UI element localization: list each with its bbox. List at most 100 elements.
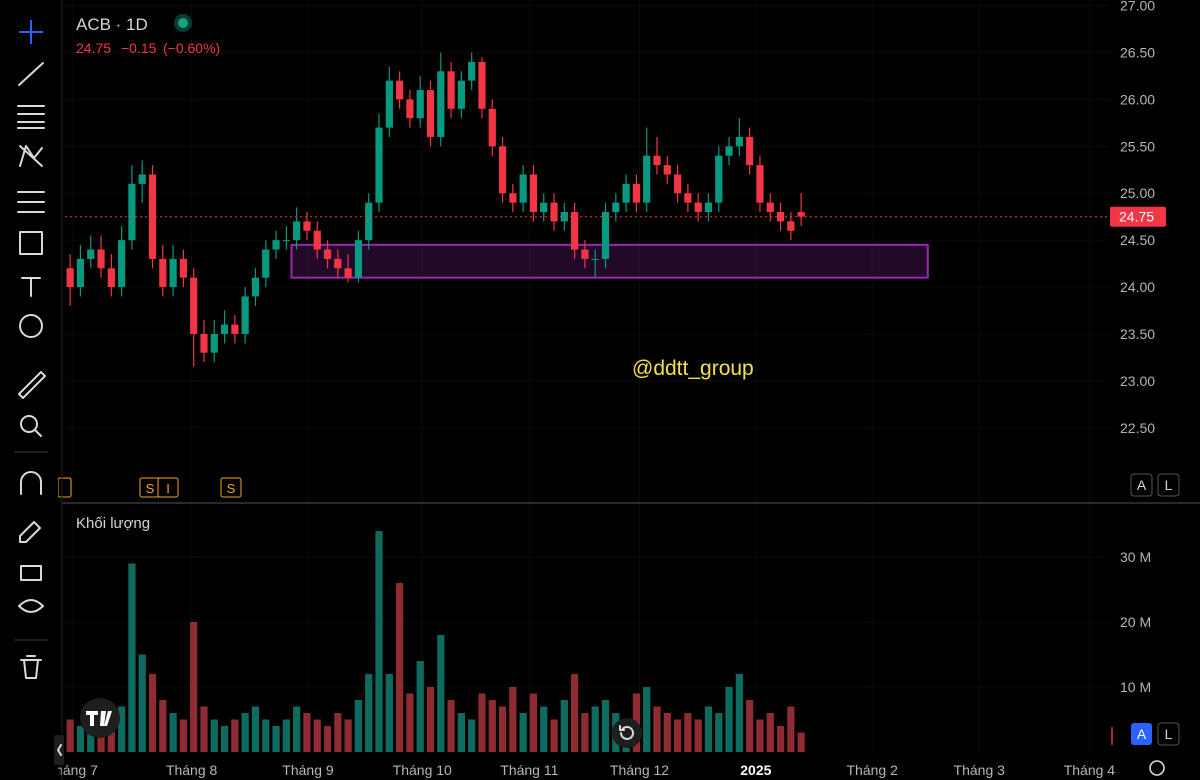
volume-bar [385,674,393,752]
volume-bar [396,583,404,752]
volume-bar [560,700,568,752]
toolbar-bg [0,0,58,780]
x-tick-label: 2025 [740,762,771,778]
status-dot-core [178,18,188,28]
volume-bar [220,726,229,752]
volume-bar [138,654,146,752]
candle-body [653,155,661,166]
volume-tick-label: 30 M [1120,549,1151,565]
candle-body [457,80,465,109]
auto-scale-button[interactable] [1131,723,1152,745]
candle-body [375,127,383,203]
pattern-tool[interactable] [19,145,43,167]
volume-bar [571,674,579,752]
candle-body [159,258,167,288]
volume-tick-label: 10 M [1120,679,1151,695]
candle-body [354,240,363,278]
candle-body [179,258,188,278]
candle-body [241,296,249,334]
y-tick-label: 25.00 [1120,185,1155,201]
volume-bar [190,622,198,752]
last-price-label: 24.75 [1119,209,1154,225]
candle-body [272,240,280,250]
candle-body [684,193,692,203]
visibility-tool[interactable] [18,599,44,613]
event-marker[interactable] [220,477,242,498]
log-scale-label[interactable]: L [1165,477,1173,493]
candle-body [251,277,260,297]
lock-tool[interactable] [20,565,42,581]
draw-lock-tool[interactable] [19,521,41,543]
quote-price: 24.75 [76,40,111,56]
volume-bar [303,713,311,752]
zoom-handle [34,429,42,437]
candle-body [735,136,743,147]
tradingview-logo[interactable] [80,698,120,738]
candle-body [426,90,435,137]
volume-bar [457,713,465,752]
event-marker-label[interactable]: I [166,481,170,496]
volume-bar [272,726,280,752]
volume-bar [478,693,486,752]
fib-tool[interactable] [17,105,45,129]
candle-body [313,230,321,250]
volume-bar [704,706,713,752]
text-tool[interactable] [21,277,41,297]
prediction-tool[interactable] [17,191,45,213]
auto-scale-button[interactable] [1130,473,1153,497]
volume-bar [797,732,805,752]
candle-body [601,212,610,259]
volume-bar [148,674,157,752]
x-tick-label: Tháng 11 [500,762,558,778]
candle-body [725,146,733,156]
log-scale-label[interactable]: L [1165,726,1173,742]
crosshair-tool[interactable] [19,20,43,44]
event-marker[interactable] [157,477,179,498]
volume-bar [354,700,363,752]
volume-bar [746,700,754,752]
auto-scale-label[interactable]: A [1137,477,1147,493]
log-scale-button[interactable] [1157,722,1180,746]
candle-body [787,221,795,231]
y-tick-label: 26.50 [1120,45,1155,61]
collapse-arrow [57,744,62,756]
event-marker-label[interactable]: S [227,481,236,496]
emoji-tool[interactable] [19,314,43,338]
candle-body [715,155,723,203]
candle-body [282,240,290,242]
candle-body [622,183,630,203]
quote-change-pct: (−0.60%) [163,40,220,56]
zoom-tool[interactable] [20,415,38,433]
settings-icon[interactable] [1149,760,1165,776]
ruler-tool[interactable] [18,371,46,399]
tradingview-logo-mark [86,711,112,726]
event-marker-label[interactable]: S [146,481,155,496]
candle-body [509,193,517,203]
candle-body [107,268,115,288]
volume-tick-label: 20 M [1120,614,1151,630]
auto-scale-label[interactable]: A [1137,726,1147,742]
shape-tool[interactable] [19,231,43,255]
reset-button[interactable] [612,718,642,748]
volume-bar [601,700,610,752]
candle-body [138,174,146,184]
y-tick-label: 22.50 [1120,420,1155,436]
magnet-tool[interactable] [20,471,42,495]
candle-body [488,108,496,147]
log-scale-button[interactable] [1157,473,1180,497]
support-zone[interactable] [290,243,929,279]
volume-bar [313,719,321,752]
y-tick-label: 24.00 [1120,279,1155,295]
candle-body [169,258,177,288]
candle-body [97,249,105,269]
trendline-tool[interactable] [18,62,44,86]
delete-tool[interactable] [20,655,42,679]
x-tick-label: Tháng 3 [954,762,1006,778]
volume-bar [128,563,136,752]
x-tick-label: Tháng 9 [282,762,334,778]
y-tick-label: 23.00 [1120,373,1155,389]
volume-bar [210,719,218,752]
candle-body [663,165,671,175]
candle-body [612,202,620,213]
